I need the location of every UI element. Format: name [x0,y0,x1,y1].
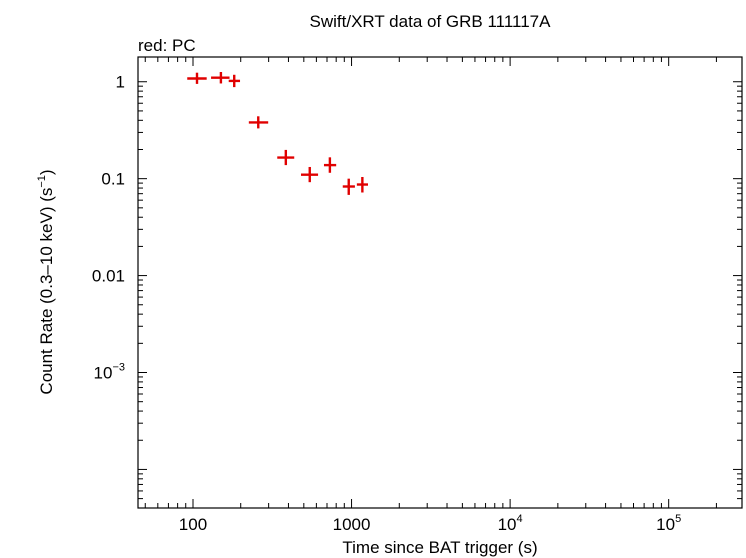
axis-ticks [138,57,742,509]
x-tick-label: 104 [498,513,523,534]
x-tick-label-base: 1000 [333,515,371,534]
y-tick-label: 10−3 [94,362,125,383]
chart-title: Swift/XRT data of GRB 111117A [310,12,552,31]
x-tick-label-exponent: 4 [517,513,523,525]
y-axis-label-end: ) [37,169,56,175]
data-points [187,72,369,195]
data-point [301,166,319,183]
data-point [211,72,230,84]
y-tick-label-base: 0.01 [92,267,125,286]
y-tick-label: 0.01 [92,267,125,286]
y-tick-label-exponent: −3 [112,362,125,374]
y-tick-label: 1 [116,73,125,92]
x-tick-label-base: 10 [656,515,675,534]
y-tick-label-base: 1 [116,73,125,92]
data-point [277,149,295,166]
data-point [228,74,241,88]
x-tick-label-base: 100 [179,515,207,534]
chart-subtitle: red: PC [138,36,196,55]
y-tick-label: 0.1 [101,170,125,189]
x-tick-label: 105 [656,513,681,534]
y-tick-label-base: 10 [94,364,113,383]
plot-frame [137,56,743,509]
data-point [356,177,369,193]
x-axis-label: Time since BAT trigger (s) [342,538,537,557]
data-point [187,72,207,84]
x-tick-label-base: 10 [498,515,517,534]
data-point [248,116,269,129]
data-point [342,178,355,195]
x-tick-label: 100 [179,515,207,534]
data-point [323,157,337,173]
x-tick-label: 1000 [333,515,371,534]
y-axis-label-sup: −1 [36,175,48,188]
y-axis-label-main: Count Rate (0.3–10 keV) (s [37,188,56,395]
x-tick-label-exponent: 5 [675,513,681,525]
y-tick-label-base: 0.1 [101,170,125,189]
y-axis-label: Count Rate (0.3–10 keV) (s−1) [36,169,56,394]
